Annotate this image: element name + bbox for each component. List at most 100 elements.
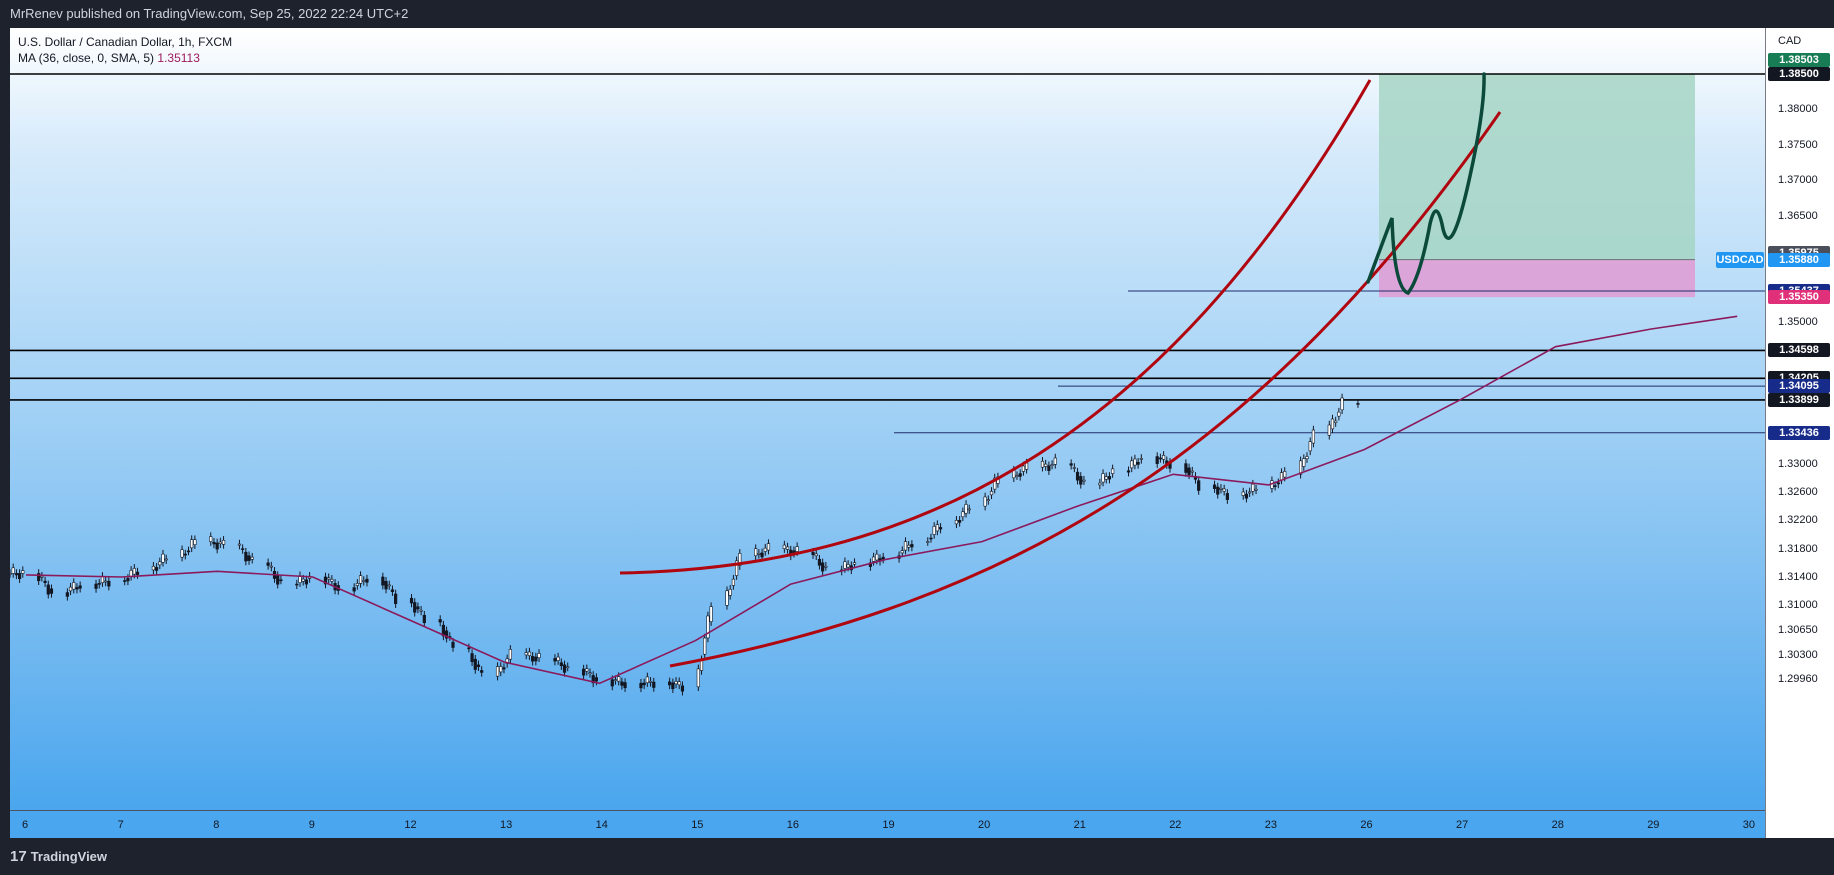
candle-body <box>37 573 41 582</box>
candle-body <box>1254 488 1258 491</box>
candle-body <box>824 565 828 568</box>
candle-body <box>680 685 685 692</box>
candle-body <box>907 544 911 548</box>
candle-body <box>1158 457 1162 460</box>
candle-body <box>1241 491 1245 496</box>
candle-body <box>1356 403 1360 405</box>
candle-body <box>21 570 25 574</box>
candle-body <box>993 477 997 490</box>
candle-body <box>43 580 47 583</box>
candle-body <box>1047 465 1051 471</box>
tradingview-logo[interactable]: 17 TradingView <box>10 848 107 865</box>
candle-body <box>14 573 18 576</box>
candle-body <box>674 681 678 685</box>
price-tick-label: 1.38000 <box>1778 103 1818 116</box>
candle-body <box>531 656 535 662</box>
candle-body <box>1040 461 1045 468</box>
candle-body <box>94 583 98 589</box>
candle-body <box>871 556 876 562</box>
time-axis[interactable]: 6 7 8 9 12 13 14 15 16 19 20 21 22 23 26 27 28 29 30 <box>10 810 1765 839</box>
footer-bar: 17 TradingView <box>0 838 1834 875</box>
price-tag: 1.38503 <box>1768 52 1830 67</box>
time-tick-label: 27 <box>1456 819 1469 831</box>
candle-body <box>817 558 822 566</box>
candle-body <box>814 553 818 557</box>
candle-body <box>954 520 959 525</box>
currency-label: CAD <box>1778 35 1802 47</box>
candle-body <box>1190 470 1194 473</box>
price-tag: 1.34598 <box>1768 343 1830 358</box>
chart-canvas[interactable] <box>10 28 1765 810</box>
candle-body <box>1216 486 1220 495</box>
candle-body <box>1111 468 1115 474</box>
candle-body <box>164 558 168 561</box>
price-tag: 1.33436 <box>1768 425 1830 440</box>
candle-body <box>617 676 621 682</box>
symbol-title: U.S. Dollar / Canadian Dollar, 1h, FXCM <box>18 35 233 49</box>
candle-body <box>728 589 732 596</box>
time-tick-label: 14 <box>595 819 608 831</box>
candle-body <box>645 676 649 683</box>
candle-body <box>65 592 69 597</box>
candle-body <box>613 679 618 681</box>
candle-body <box>524 652 528 656</box>
candle-body <box>623 682 627 689</box>
candle-body <box>422 614 426 624</box>
candle-body <box>1069 463 1073 466</box>
price-tag: 1.38500 <box>1768 67 1830 81</box>
candle-body <box>362 580 366 582</box>
candle-body <box>760 552 764 558</box>
candle-body <box>11 567 15 574</box>
time-tick-label: 20 <box>978 819 991 831</box>
time-tick-label: 30 <box>1742 819 1756 831</box>
candle-body <box>1225 493 1229 500</box>
candle-body <box>129 570 133 577</box>
candle-body <box>409 597 414 604</box>
candle-body <box>304 579 309 585</box>
time-tick-label: 29 <box>1647 819 1660 831</box>
price-tick-label: 1.31800 <box>1778 542 1818 555</box>
chart-area[interactable]: U.S. Dollar / Canadian Dollar, 1h, FXCM … <box>10 28 1765 810</box>
candle-body <box>1276 482 1280 485</box>
candle-body <box>330 579 334 582</box>
candle-body <box>247 555 251 561</box>
candle-body <box>394 593 398 604</box>
price-tag: 1.33899 <box>1768 392 1830 407</box>
price-tick-label: 1.35000 <box>1778 315 1818 328</box>
candle-body <box>1187 467 1191 476</box>
candle-body <box>852 562 857 565</box>
candle-body <box>1104 476 1108 480</box>
candle-body <box>269 565 273 568</box>
time-tick-label: 23 <box>1264 819 1278 831</box>
candle-body <box>46 584 50 595</box>
candle-body <box>594 677 598 682</box>
candle-body <box>846 564 850 568</box>
candle-body <box>1311 429 1315 444</box>
candle-body <box>795 546 799 552</box>
candle-body <box>218 541 222 544</box>
candle-body <box>221 540 226 545</box>
candle-body <box>1299 460 1303 475</box>
candle-body <box>1219 488 1223 490</box>
candle-body <box>132 568 136 575</box>
candle-body <box>671 682 675 690</box>
price-tick-label: 1.37500 <box>1778 138 1818 151</box>
price-tick-label: 1.31000 <box>1778 599 1818 612</box>
candle-body <box>18 573 22 579</box>
candle-body <box>352 587 356 592</box>
candle-body <box>451 641 455 648</box>
candle-body <box>467 647 471 650</box>
candle-body <box>1133 458 1137 466</box>
candle-body <box>1337 411 1341 417</box>
candle-body <box>186 550 191 553</box>
price-tag: 1.35350 <box>1768 290 1830 305</box>
candle-body <box>709 606 713 622</box>
candle-body <box>642 682 646 686</box>
candle-body <box>843 561 847 569</box>
price-tick-label: 1.33000 <box>1778 457 1818 470</box>
candle-body <box>1072 467 1076 469</box>
candle-body <box>327 577 331 580</box>
candle-body <box>875 553 879 561</box>
price-axis[interactable]: CAD 1.38000 1.37500 1.37000 1.36500 1.35000 1… <box>1765 28 1834 838</box>
candle-body <box>1162 455 1166 460</box>
